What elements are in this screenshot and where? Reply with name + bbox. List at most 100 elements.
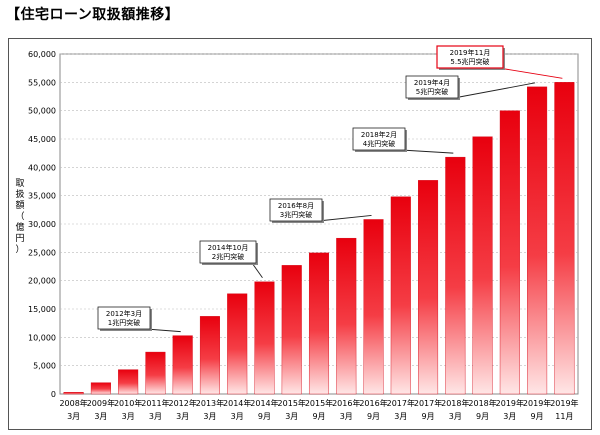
x-tick-year: 2011年 — [141, 398, 169, 408]
bar — [227, 293, 248, 395]
y-tick-label: 20,000 — [28, 277, 56, 286]
y-tick-label: 35,000 — [28, 192, 56, 201]
y-tick-label: 25,000 — [28, 248, 56, 257]
x-tick-month: 3月 — [394, 412, 407, 421]
callout-pointer — [317, 215, 372, 222]
x-tick-year: 2012年 — [169, 398, 197, 408]
x-tick-month: 3月 — [176, 412, 189, 421]
callout-box — [199, 240, 257, 264]
y-tick-label: 40,000 — [28, 163, 56, 172]
bar — [445, 156, 466, 395]
y-tick-label: 60,000 — [28, 50, 56, 59]
callout-box — [97, 306, 151, 330]
callout-date: 2016年8月 — [278, 201, 314, 210]
x-tick-year: 2019年 — [550, 398, 578, 408]
y-tick-label: 50,000 — [28, 107, 56, 116]
x-tick-month: 3月 — [503, 412, 516, 421]
x-tick-month: 3月 — [340, 412, 353, 421]
x-tick-month: 3月 — [122, 412, 135, 421]
bar — [254, 281, 275, 395]
y-tick-label: 55,000 — [28, 78, 56, 87]
callout-pointer — [498, 67, 563, 79]
x-tick-month: 9月 — [367, 412, 380, 421]
callout-date: 2019年4月 — [414, 78, 450, 87]
y-tick-label: 45,000 — [28, 135, 56, 144]
callout-milestone: 2兆円突破 — [212, 252, 244, 261]
y-tick-label: 5,000 — [33, 362, 56, 371]
x-tick-month: 3月 — [67, 412, 80, 421]
callout-box — [352, 127, 406, 151]
x-tick-year: 2014年 — [250, 398, 278, 408]
x-tick-year: 2013年 — [196, 398, 224, 408]
bar — [390, 196, 411, 395]
y-tick-label: 10,000 — [28, 333, 56, 342]
callout-box — [405, 75, 459, 99]
x-tick-year: 2018年 — [441, 398, 469, 408]
x-tick-month: 9月 — [476, 412, 489, 421]
x-tick-month: 9月 — [258, 412, 271, 421]
bar — [527, 86, 548, 395]
x-tick-month: 3月 — [203, 412, 216, 421]
callout-milestone: 4兆円突破 — [363, 139, 395, 148]
x-tick-year: 2019年 — [496, 398, 524, 408]
x-tick-month: 3月 — [149, 412, 162, 421]
page-title: 【住宅ローン取扱額推移】 — [6, 7, 180, 23]
x-tick-year: 2017年 — [414, 398, 442, 408]
x-tick-year: 2018年 — [468, 398, 496, 408]
x-tick-month: 9月 — [422, 412, 435, 421]
bar — [363, 219, 384, 395]
callout-pointer — [400, 149, 454, 154]
x-tick-month: 3月 — [449, 412, 462, 421]
bar — [145, 351, 166, 395]
x-tick-year: 2017年 — [387, 398, 415, 408]
callout-milestone: 5兆円突破 — [416, 87, 448, 96]
x-tick-month: 3月 — [94, 412, 107, 421]
bar — [418, 180, 439, 395]
callout-box — [436, 45, 504, 69]
x-tick-year: 2015年 — [278, 398, 306, 408]
bar — [499, 110, 520, 395]
x-tick-year: 2015年 — [305, 398, 333, 408]
x-tick-year: 2009年 — [87, 398, 115, 408]
x-tick-month: 3月 — [285, 412, 298, 421]
callout-pointer — [251, 262, 263, 279]
callout-box — [269, 198, 323, 222]
y-axis-label: 取扱額（億円） — [15, 178, 24, 255]
bar — [63, 392, 84, 395]
bar — [199, 316, 220, 395]
bar — [118, 369, 139, 395]
bar — [281, 265, 302, 395]
x-tick-year: 2019年 — [523, 398, 551, 408]
bar — [172, 335, 193, 395]
x-tick-year: 2014年 — [223, 398, 251, 408]
x-tick-month: 11月 — [555, 412, 573, 421]
y-tick-label: 0 — [51, 390, 56, 399]
x-tick-year: 2010年 — [114, 398, 142, 408]
y-tick-label: 30,000 — [28, 220, 56, 229]
bar — [472, 136, 493, 395]
callout-milestone: 1兆円突破 — [108, 318, 140, 327]
bar — [554, 82, 575, 395]
callout-date: 2018年2月 — [361, 130, 397, 139]
callout-milestone: 5.5兆円突破 — [450, 57, 489, 66]
chart-frame — [8, 38, 592, 430]
callout-date: 2014年10月 — [208, 243, 249, 252]
x-tick-year: 2016年 — [359, 398, 387, 408]
y-tick-label: 15,000 — [28, 305, 56, 314]
bar — [308, 252, 330, 395]
x-tick-year: 2008年 — [59, 398, 87, 408]
x-tick-year: 2016年 — [332, 398, 360, 408]
callout-date: 2012年3月 — [106, 309, 142, 318]
callout-milestone: 3兆円突破 — [280, 210, 312, 219]
x-tick-month: 3月 — [231, 412, 244, 421]
bar — [90, 382, 111, 395]
callout-pointer — [453, 82, 536, 99]
bar — [336, 237, 357, 395]
